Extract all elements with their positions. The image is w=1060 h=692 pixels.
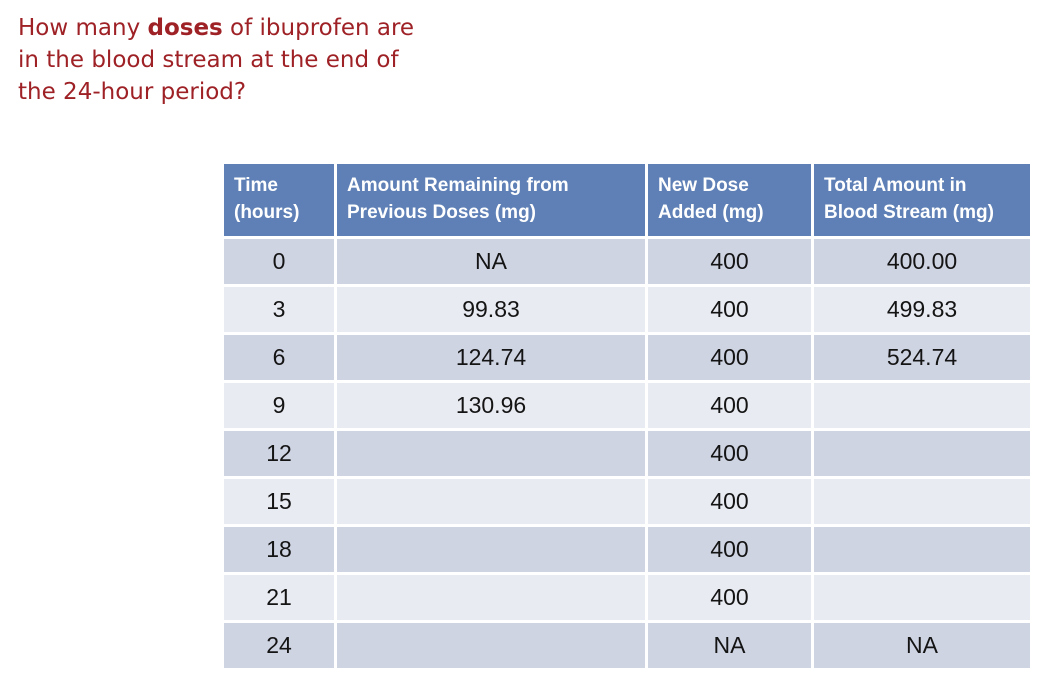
table-row: 18 400 (224, 527, 1030, 572)
header-time: Time (hours) (224, 164, 334, 236)
cell-total (814, 479, 1030, 524)
header-remaining: Amount Remaining from Previous Doses (mg… (337, 164, 645, 236)
table-row: 12 400 (224, 431, 1030, 476)
cell-remaining (337, 623, 645, 668)
cell-time: 21 (224, 575, 334, 620)
question-line-3: the 24-hour period? (18, 79, 247, 105)
cell-time: 0 (224, 239, 334, 284)
cell-new-dose: 400 (648, 239, 811, 284)
header-time-line1: Time (234, 175, 279, 196)
cell-remaining (337, 431, 645, 476)
table-row: 9 130.96 400 (224, 383, 1030, 428)
cell-time: 15 (224, 479, 334, 524)
table-row: 0 NA 400 400.00 (224, 239, 1030, 284)
cell-time: 12 (224, 431, 334, 476)
cell-new-dose: 400 (648, 479, 811, 524)
header-remaining-line1: Amount Remaining from (347, 175, 569, 196)
cell-remaining (337, 527, 645, 572)
cell-new-dose: 400 (648, 575, 811, 620)
cell-total: 499.83 (814, 287, 1030, 332)
question-line1-prefix: How many (18, 15, 148, 41)
table-row: 6 124.74 400 524.74 (224, 335, 1030, 380)
cell-time: 6 (224, 335, 334, 380)
header-row: Time (hours) Amount Remaining from Previ… (224, 164, 1030, 236)
cell-new-dose: 400 (648, 335, 811, 380)
cell-remaining (337, 575, 645, 620)
cell-remaining: 130.96 (337, 383, 645, 428)
cell-total: 524.74 (814, 335, 1030, 380)
cell-remaining (337, 479, 645, 524)
cell-new-dose: 400 (648, 383, 811, 428)
header-new-dose-line2: Added (mg) (658, 202, 764, 223)
table-row: 21 400 (224, 575, 1030, 620)
table-row: 24 NA NA (224, 623, 1030, 668)
cell-total: NA (814, 623, 1030, 668)
cell-time: 18 (224, 527, 334, 572)
header-total: Total Amount in Blood Stream (mg) (814, 164, 1030, 236)
question-line-2: in the blood stream at the end of (18, 47, 399, 73)
header-time-line2: (hours) (234, 202, 300, 223)
cell-remaining: NA (337, 239, 645, 284)
cell-total (814, 431, 1030, 476)
cell-time: 9 (224, 383, 334, 428)
question-line1-suffix: of ibuprofen are (222, 15, 415, 41)
cell-new-dose: 400 (648, 527, 811, 572)
header-total-line2: Blood Stream (mg) (824, 202, 994, 223)
dose-table: Time (hours) Amount Remaining from Previ… (221, 161, 1033, 671)
cell-new-dose: 400 (648, 431, 811, 476)
cell-time: 3 (224, 287, 334, 332)
table-row: 3 99.83 400 499.83 (224, 287, 1030, 332)
header-total-line1: Total Amount in (824, 175, 967, 196)
question-text: How many doses of ibuprofen are in the b… (18, 12, 498, 108)
cell-remaining: 99.83 (337, 287, 645, 332)
cell-new-dose: NA (648, 623, 811, 668)
cell-total: 400.00 (814, 239, 1030, 284)
header-remaining-line2: Previous Doses (mg) (347, 202, 536, 223)
cell-time: 24 (224, 623, 334, 668)
question-bold-word: doses (147, 15, 223, 41)
header-new-dose-line1: New Dose (658, 175, 749, 196)
table-row: 15 400 (224, 479, 1030, 524)
cell-new-dose: 400 (648, 287, 811, 332)
question-line-1: How many doses of ibuprofen are (18, 12, 498, 44)
header-new-dose: New Dose Added (mg) (648, 164, 811, 236)
cell-total (814, 383, 1030, 428)
cell-total (814, 527, 1030, 572)
cell-total (814, 575, 1030, 620)
cell-remaining: 124.74 (337, 335, 645, 380)
